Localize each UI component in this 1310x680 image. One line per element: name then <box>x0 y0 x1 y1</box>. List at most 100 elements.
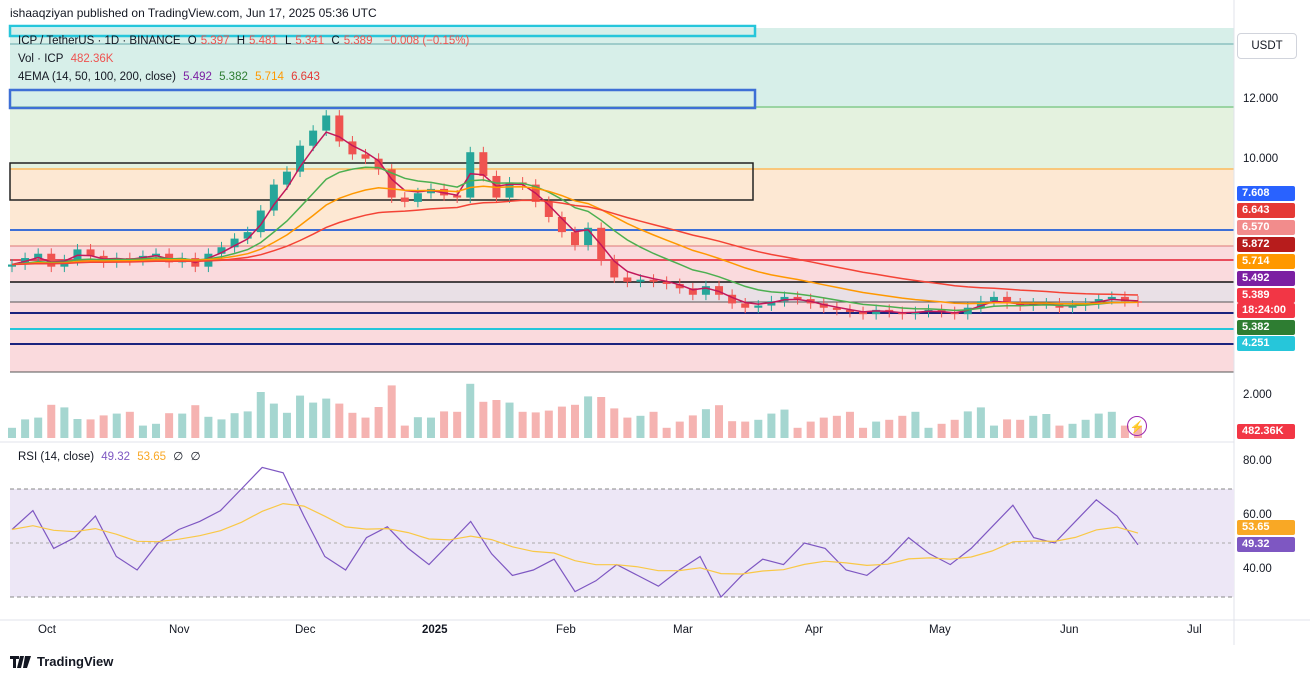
candle-body <box>256 210 265 233</box>
candle-body <box>374 158 383 170</box>
badge-6570: 6.570 <box>1237 220 1295 235</box>
volume-bar <box>8 427 16 438</box>
volume-bar <box>322 398 331 438</box>
volume-bar <box>1107 411 1116 438</box>
volume-bar <box>282 412 291 438</box>
rsi-value: 49.32 <box>101 451 131 463</box>
volume-bar <box>715 405 724 438</box>
volume-bar <box>348 412 357 438</box>
volume-bar <box>361 417 370 438</box>
x-label-dec: Dec <box>295 624 316 636</box>
badge-current-price: 5.389 <box>1237 288 1295 303</box>
candle-body <box>413 193 422 202</box>
price-tick: 12.000 <box>1243 93 1279 105</box>
volume-bar <box>584 396 593 438</box>
candle-body <box>675 283 684 289</box>
ema200-value: 6.643 <box>291 71 320 83</box>
volume-bar <box>453 411 462 438</box>
x-label-feb: Feb <box>556 624 576 636</box>
volume-bar <box>269 403 278 438</box>
volume-bar <box>688 415 697 438</box>
volume-bar <box>728 421 737 438</box>
candle-body <box>243 232 252 239</box>
ema50-value: 5.382 <box>219 71 248 83</box>
legend-change: −0.008 (−0.15%) <box>383 35 470 47</box>
volume-bar <box>662 427 671 438</box>
volume-bar <box>636 415 645 438</box>
volume-bar <box>898 415 907 438</box>
badge-7608: 7.608 <box>1237 186 1295 201</box>
legend-ohlc: O 5.397 H 5.481 L 5.341 C 5.389 <box>187 35 373 47</box>
volume-bar <box>374 407 383 438</box>
x-label-may: May <box>929 624 951 636</box>
legend-vol-value: 482.36K <box>70 53 114 65</box>
candle-body <box>1068 305 1077 308</box>
currency-selector[interactable]: USDT <box>1237 33 1297 59</box>
candle-body <box>505 182 514 198</box>
volume-bar <box>649 411 658 438</box>
volume-bar <box>1068 423 1077 438</box>
volume-bar <box>400 425 409 438</box>
volume-bar <box>989 425 998 438</box>
candle-body <box>976 301 985 308</box>
x-label-nov: Nov <box>169 624 190 636</box>
volume-bar <box>178 413 187 438</box>
badge-rsi: 49.32 <box>1237 537 1295 552</box>
rsi-ma-line <box>11 502 1139 575</box>
candle-body <box>282 171 291 185</box>
rsi-line <box>11 466 1139 599</box>
candle-body <box>47 253 56 267</box>
badge-rsi-ma: 53.65 <box>1237 520 1295 535</box>
volume-bar <box>296 395 305 438</box>
volume-bar <box>976 407 985 438</box>
x-label-mar: Mar <box>673 624 693 636</box>
badge-6643: 6.643 <box>1237 203 1295 218</box>
volume-bar <box>845 411 854 438</box>
volume-bar <box>780 409 789 438</box>
candle-body <box>1134 301 1142 303</box>
candle-body <box>387 169 396 198</box>
candle-body <box>767 301 776 306</box>
x-label-oct: Oct <box>38 624 56 636</box>
candle-body <box>610 260 619 278</box>
volume-bar <box>675 421 684 438</box>
candle-body <box>230 238 239 248</box>
volume-bar <box>217 419 226 438</box>
x-label-2025: 2025 <box>422 624 448 636</box>
volume-bar <box>1081 419 1090 438</box>
zone-green <box>10 108 1234 170</box>
volume-bar <box>256 392 265 438</box>
volume-bar <box>793 427 802 438</box>
candle-body <box>269 184 278 211</box>
volume-bar <box>1003 419 1012 438</box>
x-label-jun: Jun <box>1060 624 1079 636</box>
volume-bar <box>1120 425 1129 438</box>
volume-tick: 2.000 <box>1243 389 1272 401</box>
candle-body <box>754 305 763 308</box>
tradingview-logo: TradingView <box>10 654 113 669</box>
legend-ema-row: 4EMA (14, 50, 100, 200, close) 5.492 5.3… <box>18 71 324 83</box>
volume-bar <box>60 407 69 438</box>
candle-body <box>348 141 357 155</box>
legend-vol-label: Vol · ICP <box>18 53 64 65</box>
candle-body <box>1120 296 1129 302</box>
candle-body <box>322 115 331 131</box>
candle-body <box>400 197 409 202</box>
volume-bar <box>701 409 710 438</box>
candle-body <box>453 195 462 198</box>
volume-bar <box>557 406 566 438</box>
volume-bar <box>230 413 239 438</box>
candle-body <box>1029 303 1038 306</box>
candle-body <box>623 277 632 282</box>
volume-bar <box>112 413 121 438</box>
volume-bar <box>623 417 632 438</box>
volume-bar <box>243 411 252 438</box>
candle-body <box>662 281 671 284</box>
volume-bar <box>86 419 95 438</box>
legend-ema-label: 4EMA (14, 50, 100, 200, close) <box>18 71 176 83</box>
lightning-icon[interactable]: ⚡ <box>1127 416 1147 436</box>
volume-bar <box>544 410 553 438</box>
badge-5492: 5.492 <box>1237 271 1295 286</box>
volume-bar <box>1016 419 1025 438</box>
